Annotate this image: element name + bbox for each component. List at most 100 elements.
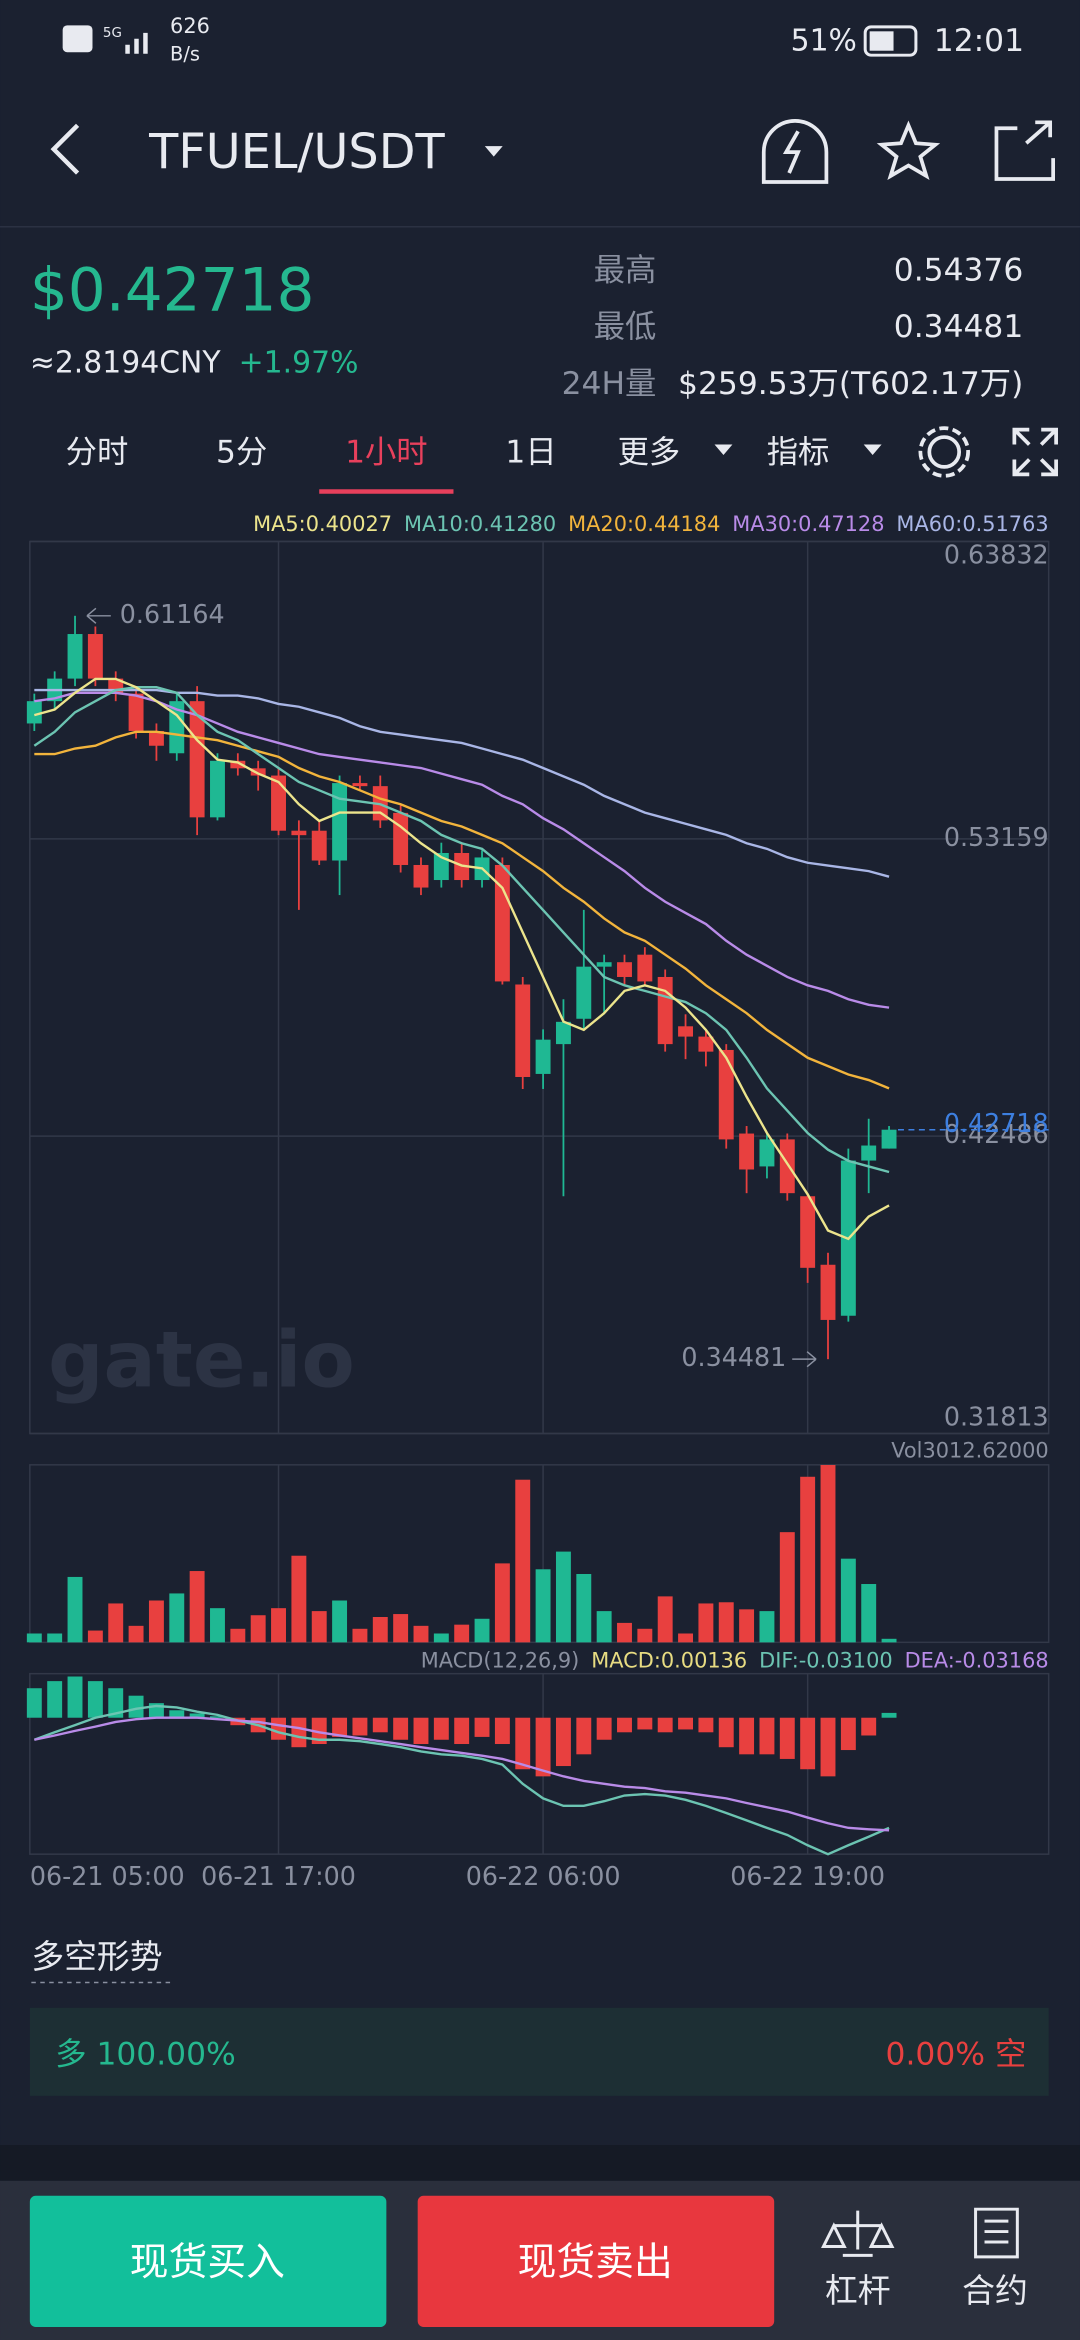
ma-legend: MA30:0.47128	[732, 512, 884, 536]
margin-icon[interactable]	[821, 2210, 895, 2257]
back-button[interactable]	[50, 123, 80, 175]
pair-title[interactable]: TFUEL/USDT	[148, 125, 445, 180]
timeframe-tab[interactable]: 1日	[505, 434, 556, 470]
volume-bar	[759, 1611, 775, 1643]
candle-body	[128, 693, 144, 731]
x-tick-label: 06-21 17:00	[201, 1861, 356, 1891]
favorite-button[interactable]	[876, 120, 941, 181]
macd-bar	[820, 1717, 836, 1777]
short-ratio: 0.00% 空	[886, 2037, 1027, 2073]
macd-bar	[128, 1695, 144, 1718]
volume-bar	[271, 1608, 286, 1643]
volume-bar	[474, 1618, 490, 1643]
candle-body	[271, 775, 286, 831]
candle-body	[515, 984, 531, 1077]
candle-body	[657, 976, 673, 1045]
sentiment-title: 多空形势	[31, 1938, 162, 1976]
watermark: gate.io	[48, 1315, 355, 1405]
volume-bar	[555, 1551, 571, 1643]
timeframe-tab[interactable]: 更多	[618, 434, 681, 470]
candle-body	[393, 812, 409, 865]
volume-bar	[617, 1622, 632, 1643]
volume-bar	[47, 1633, 63, 1643]
y-tick-label: 0.31813	[944, 1402, 1049, 1432]
volume-bar	[535, 1569, 551, 1643]
macd-bar	[800, 1717, 816, 1770]
volume-bar	[718, 1602, 734, 1643]
candle-body	[678, 1026, 694, 1037]
candle-body	[779, 1139, 795, 1194]
candle-body	[718, 1049, 734, 1140]
x-tick-label: 06-21 05:00	[30, 1861, 185, 1891]
candle-body	[576, 966, 592, 1019]
candle-body	[555, 1021, 571, 1045]
macd-bar	[189, 1713, 205, 1718]
candle-body	[169, 701, 185, 754]
candle-body	[617, 962, 632, 977]
macd-legend: DEA:-0.03168	[905, 1649, 1049, 1673]
volume-bar	[678, 1633, 694, 1643]
volume-bar	[250, 1615, 266, 1643]
volume-bar	[881, 1638, 897, 1643]
macd-bar	[759, 1717, 775, 1755]
price-cny: ≈2.8194CNY	[30, 345, 222, 380]
buy-button[interactable]	[29, 2195, 387, 2328]
y-tick-label: 0.53159	[944, 822, 1049, 852]
ma-line	[33, 686, 890, 1174]
low-annotation: 0.34481	[681, 1342, 786, 1372]
alert-button[interactable]	[761, 118, 829, 184]
volume-label: Vol3012.62000	[891, 1438, 1048, 1462]
macd-line	[33, 1704, 890, 1856]
high-value: 0.54376	[894, 252, 1024, 288]
net-speed: 626	[170, 14, 210, 38]
share-button[interactable]	[994, 120, 1056, 181]
hd-icon	[62, 25, 93, 53]
macd-bar	[739, 1717, 755, 1755]
volume-bar	[637, 1628, 653, 1643]
timeframe-tab[interactable]: 1小时	[345, 434, 428, 470]
timeframe-tab[interactable]: 指标	[767, 434, 830, 470]
macd-bar	[555, 1717, 571, 1767]
fullscreen-button[interactable]	[1012, 427, 1058, 477]
signal-icon	[125, 32, 148, 54]
timeframe-tab[interactable]: 5分	[216, 434, 267, 470]
pair-dropdown[interactable]	[484, 146, 503, 157]
volume-bar	[230, 1628, 246, 1643]
settings-button[interactable]	[927, 435, 962, 469]
macd-bar	[657, 1717, 673, 1733]
volume-bar	[739, 1609, 755, 1643]
ma-legend: MA10:0.41280	[404, 512, 556, 536]
macd-bar	[596, 1717, 612, 1740]
long-ratio: 多 100.00%	[55, 2037, 236, 2073]
volume-bar	[840, 1558, 856, 1643]
tab-dropdowns	[714, 444, 882, 455]
timeframe-tab[interactable]: 分时	[66, 434, 129, 470]
candle-body	[352, 783, 368, 787]
candle-body	[698, 1036, 714, 1052]
candle-body	[332, 783, 348, 861]
macd-bar	[535, 1717, 551, 1777]
candle-body	[291, 830, 307, 836]
candle-body	[800, 1196, 816, 1268]
candle-body	[820, 1264, 836, 1320]
sell-button[interactable]	[417, 2195, 775, 2328]
candle-body	[148, 730, 164, 746]
volume-bar	[596, 1611, 612, 1643]
macd-bar	[718, 1717, 734, 1748]
volume-bar	[413, 1625, 429, 1643]
macd-bar	[332, 1717, 348, 1737]
macd-bar	[840, 1717, 856, 1751]
macd-bar	[67, 1676, 83, 1718]
ma-line	[34, 730, 890, 1090]
candle-body	[87, 634, 103, 679]
futures-icon[interactable]	[974, 2207, 1019, 2259]
macd-line	[34, 1716, 890, 1832]
macd-bar	[881, 1712, 897, 1718]
y-tick-label: 0.63832	[944, 539, 1049, 569]
low-arrow	[792, 1351, 817, 1368]
volume-bar	[657, 1596, 673, 1643]
network-type: 5G	[103, 26, 122, 41]
candle-body	[861, 1145, 877, 1161]
